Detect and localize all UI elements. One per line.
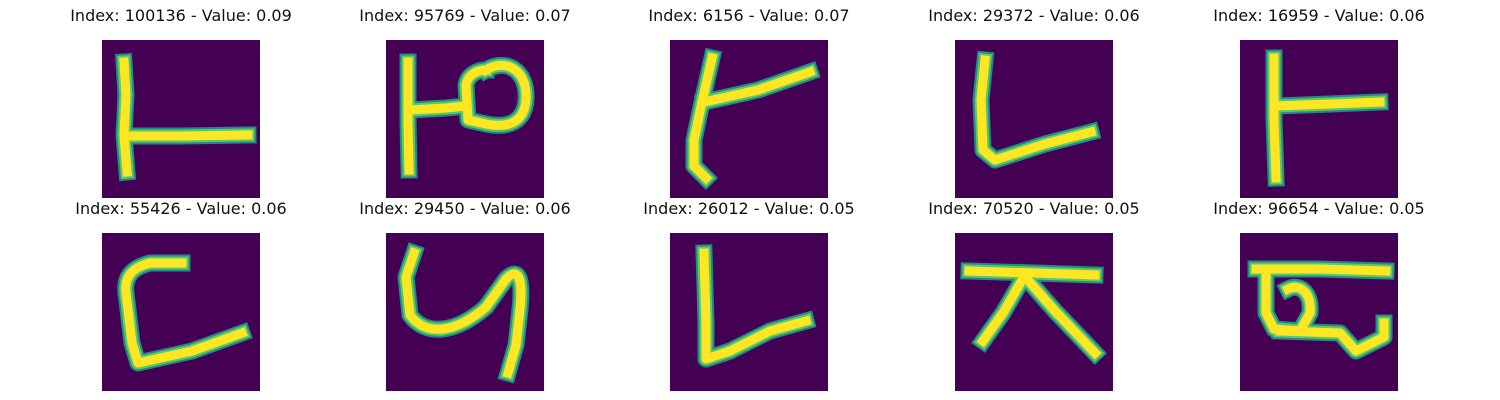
panel-title: Index: 70520 - Value: 0.05 (928, 199, 1140, 218)
glyph-8-strokes (695, 244, 817, 368)
panel-1: Index: 100136 - Value: 0.09 (36, 6, 326, 198)
glyph-stroke (121, 258, 248, 368)
panel-3: Index: 6156 - Value: 0.07 (604, 6, 894, 198)
panel-title: Index: 29372 - Value: 0.06 (928, 6, 1140, 25)
panel-2: Index: 95769 - Value: 0.07 (320, 6, 610, 198)
glyph-image (386, 233, 544, 391)
glyph-stroke (698, 66, 816, 108)
glyph-7-strokes (397, 242, 530, 384)
glyph-stroke (397, 242, 530, 384)
glyph-stroke (1020, 272, 1102, 360)
glyph-image (670, 233, 828, 391)
panel-8: Index: 26012 - Value: 0.05 (604, 199, 894, 391)
glyph-stroke (964, 266, 1100, 280)
panel-title: Index: 55426 - Value: 0.06 (75, 199, 287, 218)
glyph-stroke (976, 268, 1032, 348)
glyph-image (102, 40, 260, 198)
panel-title: Index: 16959 - Value: 0.06 (1213, 6, 1425, 25)
glyph-image (386, 40, 544, 198)
glyph-stroke (405, 60, 531, 130)
panel-6: Index: 55426 - Value: 0.06 (36, 199, 326, 391)
panel-title: Index: 96654 - Value: 0.05 (1213, 199, 1425, 218)
glyph-3-strokes (685, 47, 821, 191)
glyph-9-strokes (960, 262, 1108, 366)
glyph-stroke (1269, 53, 1281, 183)
glyph-stroke (976, 55, 1097, 165)
glyph-stroke (1271, 97, 1385, 111)
glyph-5-strokes (1265, 49, 1389, 187)
glyph-image (955, 233, 1113, 391)
glyph-stroke (689, 52, 718, 185)
panel-title: Index: 100136 - Value: 0.09 (70, 6, 292, 25)
glyph-image (955, 40, 1113, 198)
glyph-stroke (403, 57, 414, 175)
glyph-stroke (119, 57, 132, 177)
glyph-1-strokes (115, 53, 257, 182)
glyph-image (1240, 233, 1398, 391)
glyph-10-strokes (1247, 260, 1395, 360)
glyph-image (1240, 40, 1398, 198)
glyph-6-strokes (117, 254, 253, 372)
glyph-4-strokes (972, 50, 1102, 169)
glyph-stroke (121, 130, 253, 141)
glyph-image (102, 233, 260, 391)
panel-title: Index: 95769 - Value: 0.07 (359, 6, 571, 25)
panel-4: Index: 29372 - Value: 0.06 (889, 6, 1179, 198)
glyph-2-strokes (399, 53, 535, 179)
glyph-stroke (699, 248, 812, 364)
panel-10: Index: 96654 - Value: 0.05 (1174, 199, 1464, 391)
panel-title: Index: 6156 - Value: 0.07 (648, 6, 850, 25)
glyph-image (670, 40, 828, 198)
panel-5: Index: 16959 - Value: 0.06 (1174, 6, 1464, 198)
panel-9: Index: 70520 - Value: 0.05 (889, 199, 1179, 391)
glyph-stroke (401, 247, 526, 379)
glyph-stroke (1275, 318, 1389, 356)
panel-title: Index: 26012 - Value: 0.05 (643, 199, 855, 218)
panel-title: Index: 29450 - Value: 0.06 (359, 199, 571, 218)
glyph-stroke (1251, 264, 1391, 276)
panel-7: Index: 29450 - Value: 0.06 (320, 199, 610, 391)
